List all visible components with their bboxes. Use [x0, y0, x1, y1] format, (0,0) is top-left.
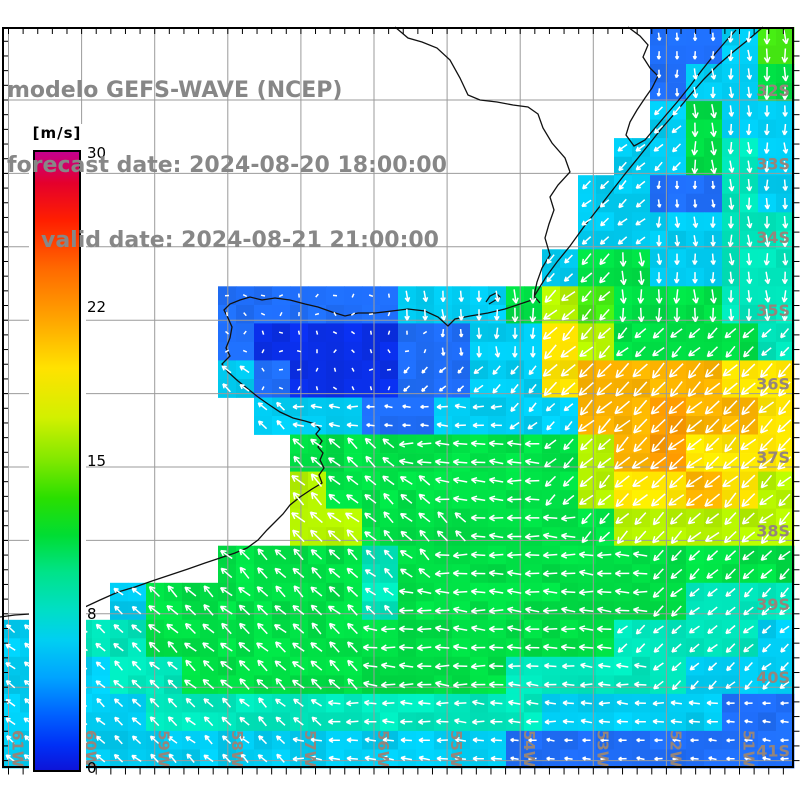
- lat-label: 35S: [756, 301, 790, 320]
- lat-label: 39S: [756, 595, 790, 614]
- lon-label: 51W: [740, 730, 758, 768]
- lon-label: 58W: [228, 730, 246, 768]
- lon-label: 59W: [155, 730, 173, 768]
- colorbar-tick-label: 30: [87, 144, 107, 162]
- lon-label: 55W: [447, 730, 465, 768]
- lon-label: 56W: [374, 730, 392, 768]
- axis-labels-layer: 32S 33S 34S 35S 36S 37S 38S 39S 40S 41S 61W 60W 59W 5…: [9, 81, 791, 768]
- map-frame: [2, 27, 794, 768]
- lon-label: 52W: [666, 730, 684, 768]
- coastline-path-0: [0, 26, 764, 618]
- colorbar-tick-label: 0: [87, 759, 97, 777]
- lat-label: 34S: [756, 228, 790, 247]
- latlon-grid-layer: [2, 27, 794, 768]
- colorbar-tick-label: 15: [87, 451, 107, 470]
- colorbar-tick-label: 22: [87, 297, 107, 316]
- lat-label: 38S: [756, 521, 790, 540]
- lat-label: 37S: [756, 448, 790, 467]
- lon-label: 54W: [520, 730, 538, 768]
- coastline-path-3: [485, 292, 502, 305]
- lat-label: 40S: [756, 668, 790, 687]
- colorbar: [m/s] 30 22 15 8 0: [29, 124, 106, 780]
- coastline-path-1: [394, 26, 571, 304]
- lon-label: 60W: [82, 730, 100, 768]
- colorbar-tick-label: 8: [87, 605, 97, 624]
- lon-label: 57W: [301, 730, 319, 768]
- speed-cells-layer: [2, 27, 795, 769]
- lat-label: 32S: [756, 81, 790, 100]
- lat-label: 36S: [756, 375, 790, 394]
- lon-label: 61W: [9, 730, 27, 768]
- colorbar-frame: [30, 147, 86, 775]
- lat-label: 41S: [756, 742, 790, 761]
- colorbar-gradient: [33, 150, 81, 772]
- colorbar-unit-label: [m/s]: [32, 124, 82, 142]
- lat-label: 33S: [756, 154, 790, 173]
- lon-label: 53W: [593, 730, 611, 768]
- wind-arrows-layer: [5, 29, 792, 764]
- wind-arrows: [5, 29, 792, 764]
